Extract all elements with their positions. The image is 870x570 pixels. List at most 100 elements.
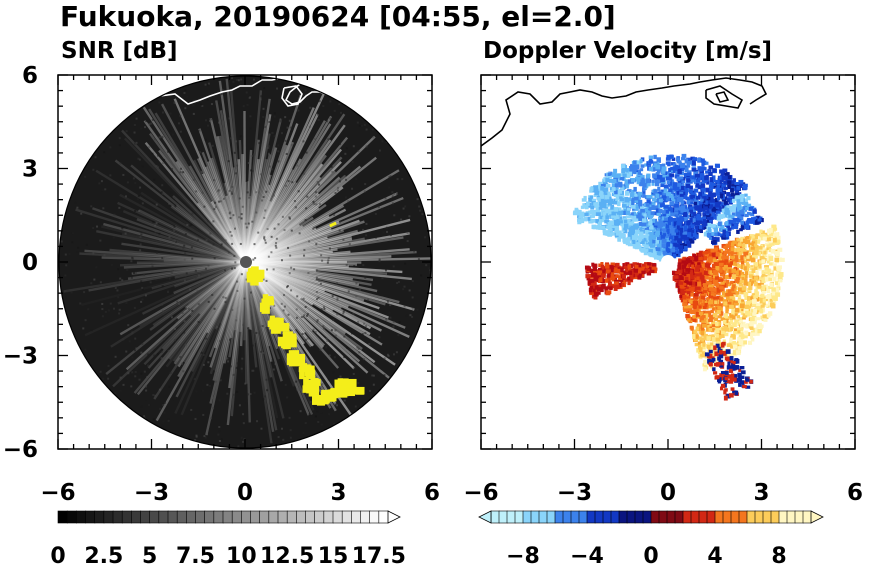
- snr-yellow-echo: [246, 221, 365, 406]
- y-tick-label: 0: [22, 250, 38, 276]
- colorbar-extend-max: [810, 510, 824, 524]
- colorbar-cell: [522, 510, 532, 524]
- y-tick-label: 3: [22, 157, 38, 183]
- colorbar-tick-label: 5: [142, 544, 157, 569]
- colorbar-tick-label: 15: [318, 544, 349, 569]
- snr-panel: SNR [dB] 630−3−6 −6 −3 0 3 6 0 2.5 5 7.5 10 12.5 1…: [3, 38, 440, 569]
- colorbar-cell: [586, 510, 596, 524]
- colorbar-cell: [323, 510, 334, 524]
- colorbar-cell: [112, 510, 123, 524]
- colorbar-cell: [554, 510, 564, 524]
- colorbar-cell: [222, 510, 233, 524]
- colorbar-cell: [770, 510, 780, 524]
- colorbar-tick-label: −8: [506, 544, 540, 569]
- colorbar-cell: [594, 510, 604, 524]
- colorbar-cell: [351, 510, 362, 524]
- colorbar-cell: [76, 510, 87, 524]
- colorbar-cell: [241, 510, 252, 524]
- colorbar-tick-label: 7.5: [176, 544, 215, 569]
- doppler-axis-ticks: [480, 74, 856, 450]
- colorbar-cell: [231, 510, 242, 524]
- colorbar-cell: [195, 510, 206, 524]
- colorbar-cell: [690, 510, 700, 524]
- x-tick-label: −3: [134, 480, 169, 506]
- colorbar-cell: [213, 510, 224, 524]
- colorbar-cell: [341, 510, 352, 524]
- colorbar-cell: [602, 510, 612, 524]
- colorbar-cell: [698, 510, 708, 524]
- colorbar-cell: [286, 510, 297, 524]
- colorbar-cell: [618, 510, 628, 524]
- colorbar-cell: [314, 510, 325, 524]
- colorbar-tick-label: 8: [771, 544, 786, 569]
- colorbar-cell: [250, 510, 261, 524]
- colorbar-cell: [562, 510, 572, 524]
- colorbar-cell: [802, 510, 812, 524]
- colorbar-cell: [786, 510, 796, 524]
- colorbar-cell: [794, 510, 804, 524]
- colorbar-cell: [66, 510, 77, 524]
- colorbar-cell: [538, 510, 548, 524]
- colorbar-cell: [722, 510, 732, 524]
- colorbar-extend-min: [478, 510, 492, 524]
- colorbar-extend-max: [387, 510, 401, 524]
- colorbar-cell: [296, 510, 307, 524]
- colorbar-cell: [754, 510, 764, 524]
- snr-y-tick-labels: 6 3 0 −3 −6: [3, 63, 38, 463]
- colorbar-cell: [514, 510, 524, 524]
- colorbar-cell: [369, 510, 380, 524]
- colorbar-cell: [730, 510, 740, 524]
- snr-panel-title: SNR [dB]: [61, 38, 178, 64]
- colorbar-cell: [642, 510, 652, 524]
- doppler-panel: Doppler Velocity [m/s] −6 −3 0 3 6 −8 −4 0 4 8: [463, 38, 863, 569]
- colorbar-cell: [490, 510, 500, 524]
- colorbar-cell: [57, 510, 68, 524]
- snr-coastline: [159, 77, 339, 105]
- colorbar-tick-label: 10: [226, 544, 257, 569]
- colorbar-tick-label: 2.5: [84, 544, 123, 569]
- colorbar-cell: [176, 510, 187, 524]
- colorbar-tick-label: 17.5: [352, 544, 406, 569]
- colorbar-cell: [714, 510, 724, 524]
- colorbar-cell: [626, 510, 636, 524]
- x-tick-label: −6: [463, 480, 498, 506]
- colorbar-cell: [85, 510, 96, 524]
- doppler-coastline-island: [705, 85, 744, 109]
- colorbar-tick-label: 0: [643, 544, 658, 569]
- colorbar-cell: [666, 510, 676, 524]
- colorbar-tick-label: 4: [707, 544, 722, 569]
- doppler-coastline-inlet: [715, 91, 730, 103]
- colorbar-cell: [140, 510, 151, 524]
- colorbar-cell: [706, 510, 716, 524]
- colorbar-cell: [658, 510, 668, 524]
- doppler-coastline: [481, 77, 768, 147]
- x-tick-label: 6: [424, 480, 440, 506]
- colorbar-cell: [204, 510, 215, 524]
- figure-title: Fukuoka, 20190624 [04:55, el=2.0]: [60, 0, 616, 33]
- doppler-colorbar-labels: −8 −4 0 4 8: [506, 544, 787, 569]
- colorbar-cell: [121, 510, 132, 524]
- colorbar-cell: [305, 510, 316, 524]
- colorbar-cell: [578, 510, 588, 524]
- snr-colorbar-labels: 0 2.5 5 7.5 10 12.5 15 17.5: [50, 544, 406, 569]
- doppler-velocity-field: [572, 153, 785, 401]
- colorbar-cell: [167, 510, 178, 524]
- colorbar-cell: [746, 510, 756, 524]
- snr-coastline-island: [281, 85, 303, 107]
- colorbar-tick-label: −4: [570, 544, 604, 569]
- colorbar-cell: [530, 510, 540, 524]
- doppler-x-tick-labels: −6 −3 0 3 6: [463, 480, 863, 506]
- colorbar-cell: [149, 510, 160, 524]
- colorbar-cell: [506, 510, 516, 524]
- doppler-panel-title: Doppler Velocity [m/s]: [483, 38, 772, 64]
- colorbar-cell: [650, 510, 660, 524]
- colorbar-tick-label: 12.5: [260, 544, 314, 569]
- snr-colorbar: [57, 510, 401, 524]
- x-tick-label: −3: [557, 480, 592, 506]
- colorbar-cell: [360, 510, 371, 524]
- snr-axis-ticks: [57, 74, 433, 450]
- snr-texture: [60, 77, 431, 448]
- x-tick-label: 3: [330, 480, 346, 506]
- snr-radar-center: [240, 256, 252, 268]
